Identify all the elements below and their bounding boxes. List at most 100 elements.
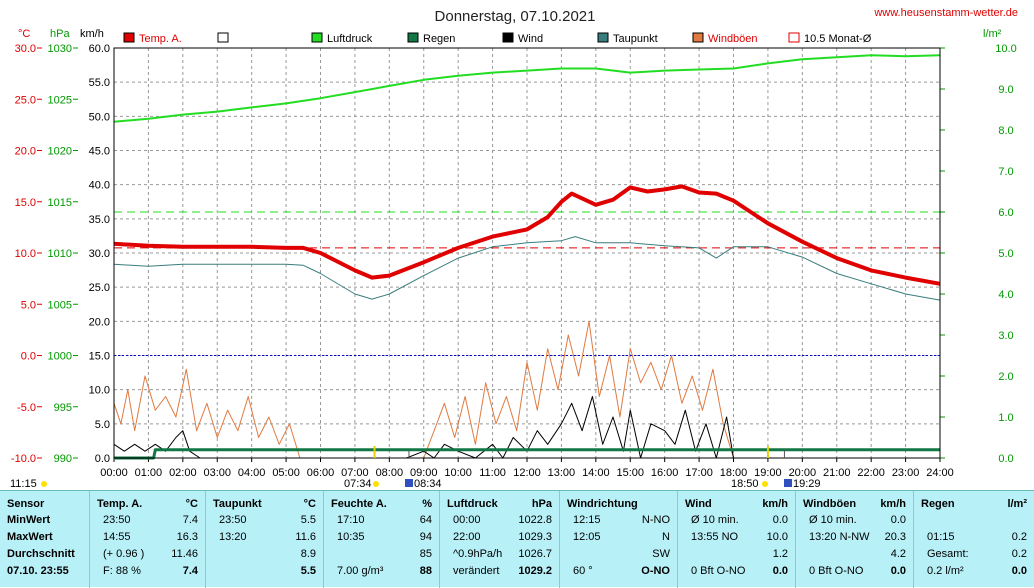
cell-value: 1029.2 [518, 565, 552, 577]
axes: 30.0 25.0 20.0 15.0 10.0 5.0 0.0 -5.0 -10.0 1030 1… [11, 43, 1017, 479]
cell-label: Durchschnitt [7, 548, 75, 560]
cell-value: N [662, 531, 670, 543]
x-tick-label: 24:00 [926, 467, 954, 479]
column-title: Windrichtung [567, 498, 638, 510]
table-row: 0 Bft O-NO 0.0 [799, 563, 910, 579]
legend-item: Taupunkt [597, 32, 658, 45]
cell-value: N-NO [641, 514, 670, 526]
legend-swatch [123, 32, 135, 43]
cell-value: 4.2 [890, 548, 906, 560]
wind-tick-label: 45.0 [89, 146, 110, 158]
table-row: 10:35 94 [327, 529, 436, 545]
table-row: 14:55 16.3 [93, 529, 202, 545]
legend-label: Luftdruck [327, 33, 373, 45]
legend-item: Wind [502, 32, 543, 45]
column-title: Windböen [803, 498, 857, 510]
x-tick-label: 03:00 [203, 467, 231, 479]
cell-value: 0.0 [890, 514, 906, 526]
rain-tick-label: 8.0 [998, 125, 1013, 137]
cell-label: 60 ° [573, 565, 593, 577]
series-windb-en [113, 320, 940, 459]
wind-tick-label: 10.0 [89, 385, 110, 397]
table-row: 01:15 0.2 [917, 529, 1031, 545]
cell-value: 16.3 [176, 531, 198, 543]
legend-item [217, 32, 229, 43]
x-tick-label: 05:00 [272, 467, 300, 479]
wind-tick-label: 5.0 [95, 419, 110, 431]
temp-tick-label: 5.0 [21, 299, 36, 311]
table-header: Temp. A. °C [93, 496, 202, 512]
cell-value: 5.5 [300, 514, 316, 526]
x-tick-label: 11:00 [479, 467, 506, 479]
cell-value: 1029.3 [518, 531, 552, 543]
moonset-label: 19:29 [793, 478, 821, 490]
temp-tick-label: 20.0 [15, 146, 36, 158]
x-tick-label: 10:00 [444, 467, 472, 479]
wind-unit-label: km/h [80, 28, 104, 40]
pressure-tick-label: 1005 [48, 299, 72, 311]
column-unit: km/h [880, 498, 906, 510]
table-header: Luftdruck hPa [443, 496, 556, 512]
legend-swatch [311, 32, 323, 43]
table-row: (+ 0.96 ) 11.46 [93, 546, 202, 562]
weather-chart: Donnerstag, 07.10.2021 www.heusenstamm-w… [10, 7, 1018, 490]
cell-label: 12:15 [573, 514, 601, 526]
pressure-tick-label: 1010 [48, 248, 72, 260]
legend-label: Windböen [708, 33, 758, 45]
legend-label: 10.5 Monat-Ø [804, 33, 872, 45]
pressure-unit-label: hPa [50, 28, 70, 40]
cell-value: 0.2 [1011, 531, 1027, 543]
site-url[interactable]: www.heusenstamm-wetter.de [873, 7, 1018, 19]
rain-tick-label: 2.0 [998, 371, 1013, 383]
x-tick-label: 20:00 [789, 467, 817, 479]
cell-label: 14:55 [103, 531, 131, 543]
table-row: 60 ° O-NO [563, 563, 674, 579]
table-row: Ø 10 min. 0.0 [799, 512, 910, 528]
x-tick-label: 04:00 [238, 467, 266, 479]
pressure-tick-label: 1000 [48, 351, 72, 363]
wind-tick-label: 15.0 [89, 351, 110, 363]
cell-value: 0.0 [1011, 565, 1027, 577]
table-row: 22:00 1029.3 [443, 529, 556, 545]
table-row [917, 512, 1031, 528]
table-column: Temp. A. °C 23:50 7.4 14:55 16.3 (+ 0.96 ) 11.4… [90, 491, 206, 588]
table-column: Taupunkt °C 23:50 5.5 13:20 11.6 8.9 5.5 [206, 491, 324, 588]
table-row: 1.2 [681, 546, 792, 562]
column-title: Wind [685, 498, 712, 510]
rain-tick-label: 9.0 [998, 84, 1013, 96]
series-wind [113, 396, 940, 459]
wind-tick-label: 40.0 [89, 180, 110, 192]
cell-value: 1022.8 [518, 514, 552, 526]
x-tick-label: 12:00 [513, 467, 541, 479]
table-column: Wind km/h Ø 10 min. 0.0 13:55 NO 10.0 1.2 0 Bft… [678, 491, 796, 588]
legend-item: Regen [407, 32, 455, 45]
x-tick-label: 06:00 [307, 467, 335, 479]
cell-value: 20.3 [884, 531, 906, 543]
temp-unit-label: °C [18, 28, 30, 40]
wind-tick-label: 55.0 [89, 77, 110, 89]
cell-label: 0 Bft O-NO [809, 565, 864, 577]
cell-label: 23:50 [219, 514, 247, 526]
table-header: Feuchte A.% [327, 496, 436, 512]
wind-tick-label: 25.0 [89, 282, 110, 294]
cell-label: F: 88 % [103, 565, 141, 577]
pressure-tick-label: 1030 [48, 43, 72, 55]
cell-label: 00:00 [453, 514, 481, 526]
table-header: Sensor [3, 496, 86, 512]
table-column: Sensor MinWert MaxWert Durchschnitt 07.10. 2… [0, 491, 90, 588]
table-row: 23:50 5.5 [209, 512, 320, 528]
table-row: MaxWert [3, 529, 86, 545]
temp-tick-label: 0.0 [21, 351, 36, 363]
cell-value: 7.4 [182, 565, 198, 577]
cell-label: Ø 10 min. [809, 514, 857, 526]
legend-label: Temp. A. [139, 33, 182, 45]
x-tick-label: 19:00 [754, 467, 782, 479]
cell-label: 01:15 [927, 531, 955, 543]
temp-tick-label: 25.0 [15, 94, 36, 106]
table-row: Gesamt: 0.2 [917, 546, 1031, 562]
table-row: 07.10. 23:55 [3, 563, 86, 579]
table-row: F: 88 % 7.4 [93, 563, 202, 579]
cell-label: (+ 0.96 ) [103, 548, 145, 560]
column-unit: % [422, 498, 432, 510]
cell-value: 85 [419, 548, 432, 560]
